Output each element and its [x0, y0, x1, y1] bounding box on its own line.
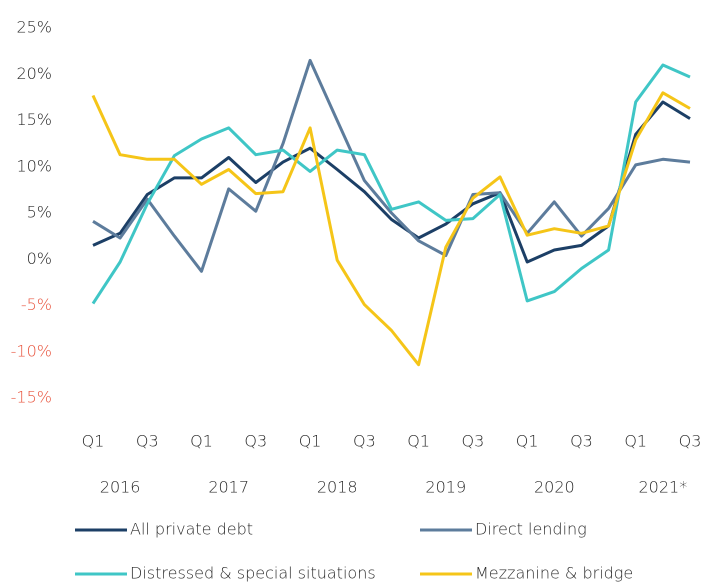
legend-label: Direct lending — [475, 520, 587, 539]
year-label: 2017 — [208, 478, 249, 497]
x-tick-label: Q1 — [299, 432, 322, 451]
legend-label: Mezzanine & bridge — [475, 564, 633, 583]
x-tick-label: Q3 — [136, 432, 159, 451]
year-label: 2018 — [317, 478, 358, 497]
x-tick-label: Q1 — [407, 432, 430, 451]
x-tick-label: Q3 — [462, 432, 485, 451]
series-line — [92, 58, 691, 273]
year-label: 2016 — [100, 478, 141, 497]
y-tick-label: 0% — [27, 249, 52, 268]
x-tick-label: Q1 — [190, 432, 213, 451]
x-tick-label: Q1 — [624, 432, 647, 451]
y-tick-label: 10% — [16, 156, 52, 175]
x-tick-label: Q1 — [82, 432, 105, 451]
y-tick-label: 5% — [27, 203, 52, 222]
series-line — [91, 91, 691, 367]
legend-label: All private debt — [130, 520, 253, 539]
y-tick-label: -10% — [11, 341, 52, 360]
legend-label: Distressed & special situations — [130, 564, 376, 583]
x-tick-label: Q3 — [353, 432, 376, 451]
x-tick-label: Q3 — [679, 432, 702, 451]
series-line — [92, 100, 691, 264]
year-label: 2021* — [639, 478, 688, 497]
y-tick-label: -15% — [11, 388, 52, 407]
x-tick-label: Q3 — [244, 432, 267, 451]
y-tick-label: 15% — [16, 110, 52, 129]
y-tick-label: -5% — [21, 295, 52, 314]
year-label: 2020 — [534, 478, 575, 497]
x-tick-label: Q3 — [570, 432, 593, 451]
x-tick-label: Q1 — [516, 432, 539, 451]
y-tick-label: 20% — [16, 64, 52, 83]
year-label: 2019 — [425, 478, 466, 497]
y-tick-label: 25% — [16, 18, 52, 37]
series-line — [91, 63, 691, 305]
